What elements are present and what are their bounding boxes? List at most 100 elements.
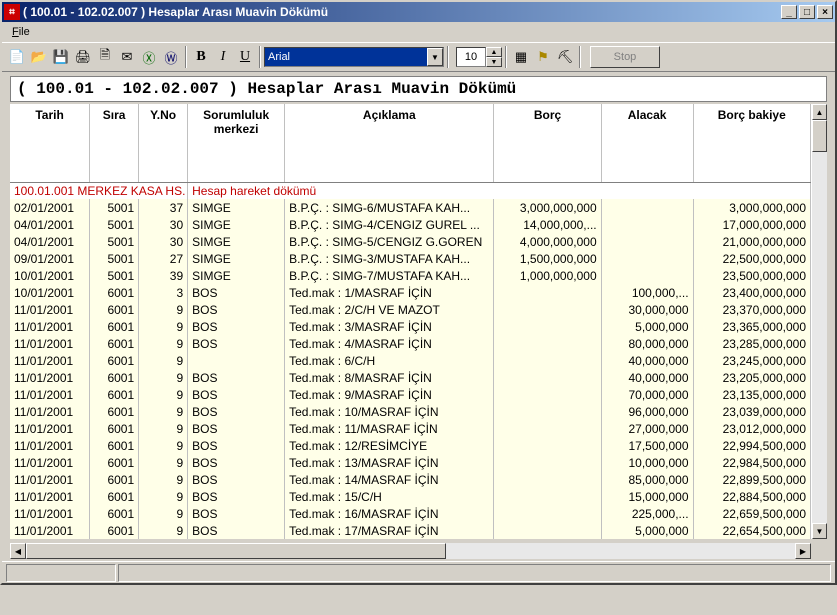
cell-borc	[494, 522, 601, 539]
cell-tarih: 11/01/2001	[10, 386, 90, 403]
table-row[interactable]: 11/01/200160019BOSTed.mak : 14/MASRAF İÇ…	[10, 471, 811, 488]
window-title: ( 100.01 - 102.02.007 ) Hesaplar Arası M…	[23, 5, 779, 19]
table-row[interactable]: 11/01/200160019BOSTed.mak : 17/MASRAF İÇ…	[10, 522, 811, 539]
cell-alacak	[601, 199, 693, 216]
font-combo[interactable]: Arial ▼	[264, 47, 444, 67]
table-row[interactable]: 11/01/200160019BOSTed.mak : 8/MASRAF İÇİ…	[10, 369, 811, 386]
scroll-left-icon[interactable]: ◀	[10, 543, 26, 559]
cell-sira: 6001	[90, 369, 139, 386]
table-row[interactable]: 10/01/200160013BOSTed.mak : 1/MASRAF İÇİ…	[10, 284, 811, 301]
cell-sira: 5001	[90, 199, 139, 216]
cell-acik: Ted.mak : 4/MASRAF İÇİN	[285, 335, 494, 352]
chevron-down-icon[interactable]: ▼	[427, 48, 443, 66]
cell-borc	[494, 369, 601, 386]
table-row[interactable]: 11/01/200160019BOSTed.mak : 11/MASRAF İÇ…	[10, 420, 811, 437]
font-size-input[interactable]: 10	[456, 47, 486, 67]
table-row[interactable]: 02/01/2001500137SIMGEB.P.Ç. : SIMG-6/MUS…	[10, 199, 811, 216]
col-bakiye[interactable]: Borç bakiye	[693, 104, 810, 182]
word-icon[interactable]: Ⓦ	[160, 46, 182, 68]
cell-sorum: SIMGE	[188, 199, 285, 216]
font-size-spinner[interactable]: ▲ ▼	[486, 47, 502, 67]
cell-sorum: BOS	[188, 488, 285, 505]
table-row[interactable]: 11/01/200160019BOSTed.mak : 10/MASRAF İÇ…	[10, 403, 811, 420]
cell-yno: 9	[139, 420, 188, 437]
cell-borc: 1,500,000,000	[494, 250, 601, 267]
cell-acik: Ted.mak : 10/MASRAF İÇİN	[285, 403, 494, 420]
spin-up-icon[interactable]: ▲	[486, 47, 502, 57]
cell-alacak: 17,500,000	[601, 437, 693, 454]
print-preview-icon[interactable]: 🗎	[94, 46, 116, 68]
table-row[interactable]: 11/01/200160019BOSTed.mak : 12/RESİMCİYE…	[10, 437, 811, 454]
table-row[interactable]: 04/01/2001500130SIMGEB.P.Ç. : SIMG-4/CEN…	[10, 216, 811, 233]
italic-button[interactable]: I	[212, 46, 234, 68]
hscroll-thumb[interactable]	[26, 543, 446, 559]
header-row: Tarih Sıra Y.No Sorumluluk merkezi Açıkl…	[10, 104, 811, 182]
cell-yno: 30	[139, 216, 188, 233]
scroll-thumb[interactable]	[812, 120, 827, 152]
cell-sorum: SIMGE	[188, 216, 285, 233]
table-row[interactable]: 11/01/200160019BOSTed.mak : 4/MASRAF İÇİ…	[10, 335, 811, 352]
cell-acik: B.P.Ç. : SIMG-5/CENGIZ G.GOREN	[285, 233, 494, 250]
underline-button[interactable]: U	[234, 46, 256, 68]
col-acik[interactable]: Açıklama	[285, 104, 494, 182]
cell-alacak: 5,000,000	[601, 522, 693, 539]
grid-icon[interactable]: ▦	[510, 46, 532, 68]
cell-acik: Ted.mak : 6/C/H	[285, 352, 494, 369]
table-row[interactable]: 11/01/200160019BOSTed.mak : 3/MASRAF İÇİ…	[10, 318, 811, 335]
spin-down-icon[interactable]: ▼	[486, 57, 502, 67]
toolbar-separator	[185, 46, 187, 68]
scroll-right-icon[interactable]: ▶	[795, 543, 811, 559]
table-row[interactable]: 11/01/200160019BOSTed.mak : 9/MASRAF İÇİ…	[10, 386, 811, 403]
cell-sorum: BOS	[188, 284, 285, 301]
save-icon[interactable]: 💾	[50, 46, 72, 68]
scroll-track[interactable]	[812, 120, 827, 523]
tool-icon[interactable]: ⛏	[554, 46, 576, 68]
cell-sira: 6001	[90, 403, 139, 420]
cell-yno: 3	[139, 284, 188, 301]
scroll-up-icon[interactable]: ▲	[812, 104, 827, 120]
cell-yno: 9	[139, 386, 188, 403]
col-sira[interactable]: Sıra	[90, 104, 139, 182]
table-row[interactable]: 09/01/2001500127SIMGEB.P.Ç. : SIMG-3/MUS…	[10, 250, 811, 267]
table-row[interactable]: 04/01/2001500130SIMGEB.P.Ç. : SIMG-5/CEN…	[10, 233, 811, 250]
flag-icon[interactable]: ⚑	[532, 46, 554, 68]
cell-bakiye: 23,245,000,000	[693, 352, 810, 369]
table-row[interactable]: 11/01/200160019Ted.mak : 6/C/H40,000,000…	[10, 352, 811, 369]
hscroll-track[interactable]	[26, 543, 795, 559]
close-button[interactable]: ×	[817, 5, 833, 19]
col-yno[interactable]: Y.No	[139, 104, 188, 182]
print-icon[interactable]: 🖨	[72, 46, 94, 68]
scroll-down-icon[interactable]: ▼	[812, 523, 827, 539]
col-borc[interactable]: Borç	[494, 104, 601, 182]
col-alacak[interactable]: Alacak	[601, 104, 693, 182]
table-row[interactable]: 11/01/200160019BOSTed.mak : 16/MASRAF İÇ…	[10, 505, 811, 522]
bold-button[interactable]: B	[190, 46, 212, 68]
stop-button[interactable]: Stop	[590, 46, 660, 68]
titlebar: ⌗ ( 100.01 - 102.02.007 ) Hesaplar Arası…	[2, 2, 835, 22]
table-row[interactable]: 11/01/200160019BOSTed.mak : 2/C/H VE MAZ…	[10, 301, 811, 318]
scroll-corner	[811, 543, 827, 559]
cell-alacak: 27,000,000	[601, 420, 693, 437]
toolbar: 📄 📂 💾 🖨 🗎 ✉ Ⓧ Ⓦ B I U Arial ▼ 10 ▲ ▼ ▦ ⚑…	[2, 42, 835, 72]
cell-yno: 9	[139, 454, 188, 471]
table-row[interactable]: 11/01/200160019BOSTed.mak : 13/MASRAF İÇ…	[10, 454, 811, 471]
col-tarih[interactable]: Tarih	[10, 104, 90, 182]
cell-borc: 1,000,000,000	[494, 267, 601, 284]
cell-sira: 5001	[90, 267, 139, 284]
mail-icon[interactable]: ✉	[116, 46, 138, 68]
cell-sorum: BOS	[188, 386, 285, 403]
table-row[interactable]: 10/01/2001500139SIMGEB.P.Ç. : SIMG-7/MUS…	[10, 267, 811, 284]
table-row[interactable]: 11/01/200160019BOSTed.mak : 15/C/H15,000…	[10, 488, 811, 505]
open-icon[interactable]: 📂	[28, 46, 50, 68]
vertical-scrollbar[interactable]: ▲ ▼	[811, 104, 827, 539]
horizontal-scrollbar[interactable]: ◀ ▶	[10, 543, 827, 559]
new-icon[interactable]: 📄	[6, 46, 28, 68]
menu-file[interactable]: File	[6, 24, 36, 40]
cell-sorum: SIMGE	[188, 250, 285, 267]
maximize-button[interactable]: □	[799, 5, 815, 19]
cell-alacak	[601, 267, 693, 284]
excel-icon[interactable]: Ⓧ	[138, 46, 160, 68]
col-sorum[interactable]: Sorumluluk merkezi	[188, 104, 285, 182]
app-icon: ⌗	[4, 4, 20, 20]
minimize-button[interactable]: _	[781, 5, 797, 19]
